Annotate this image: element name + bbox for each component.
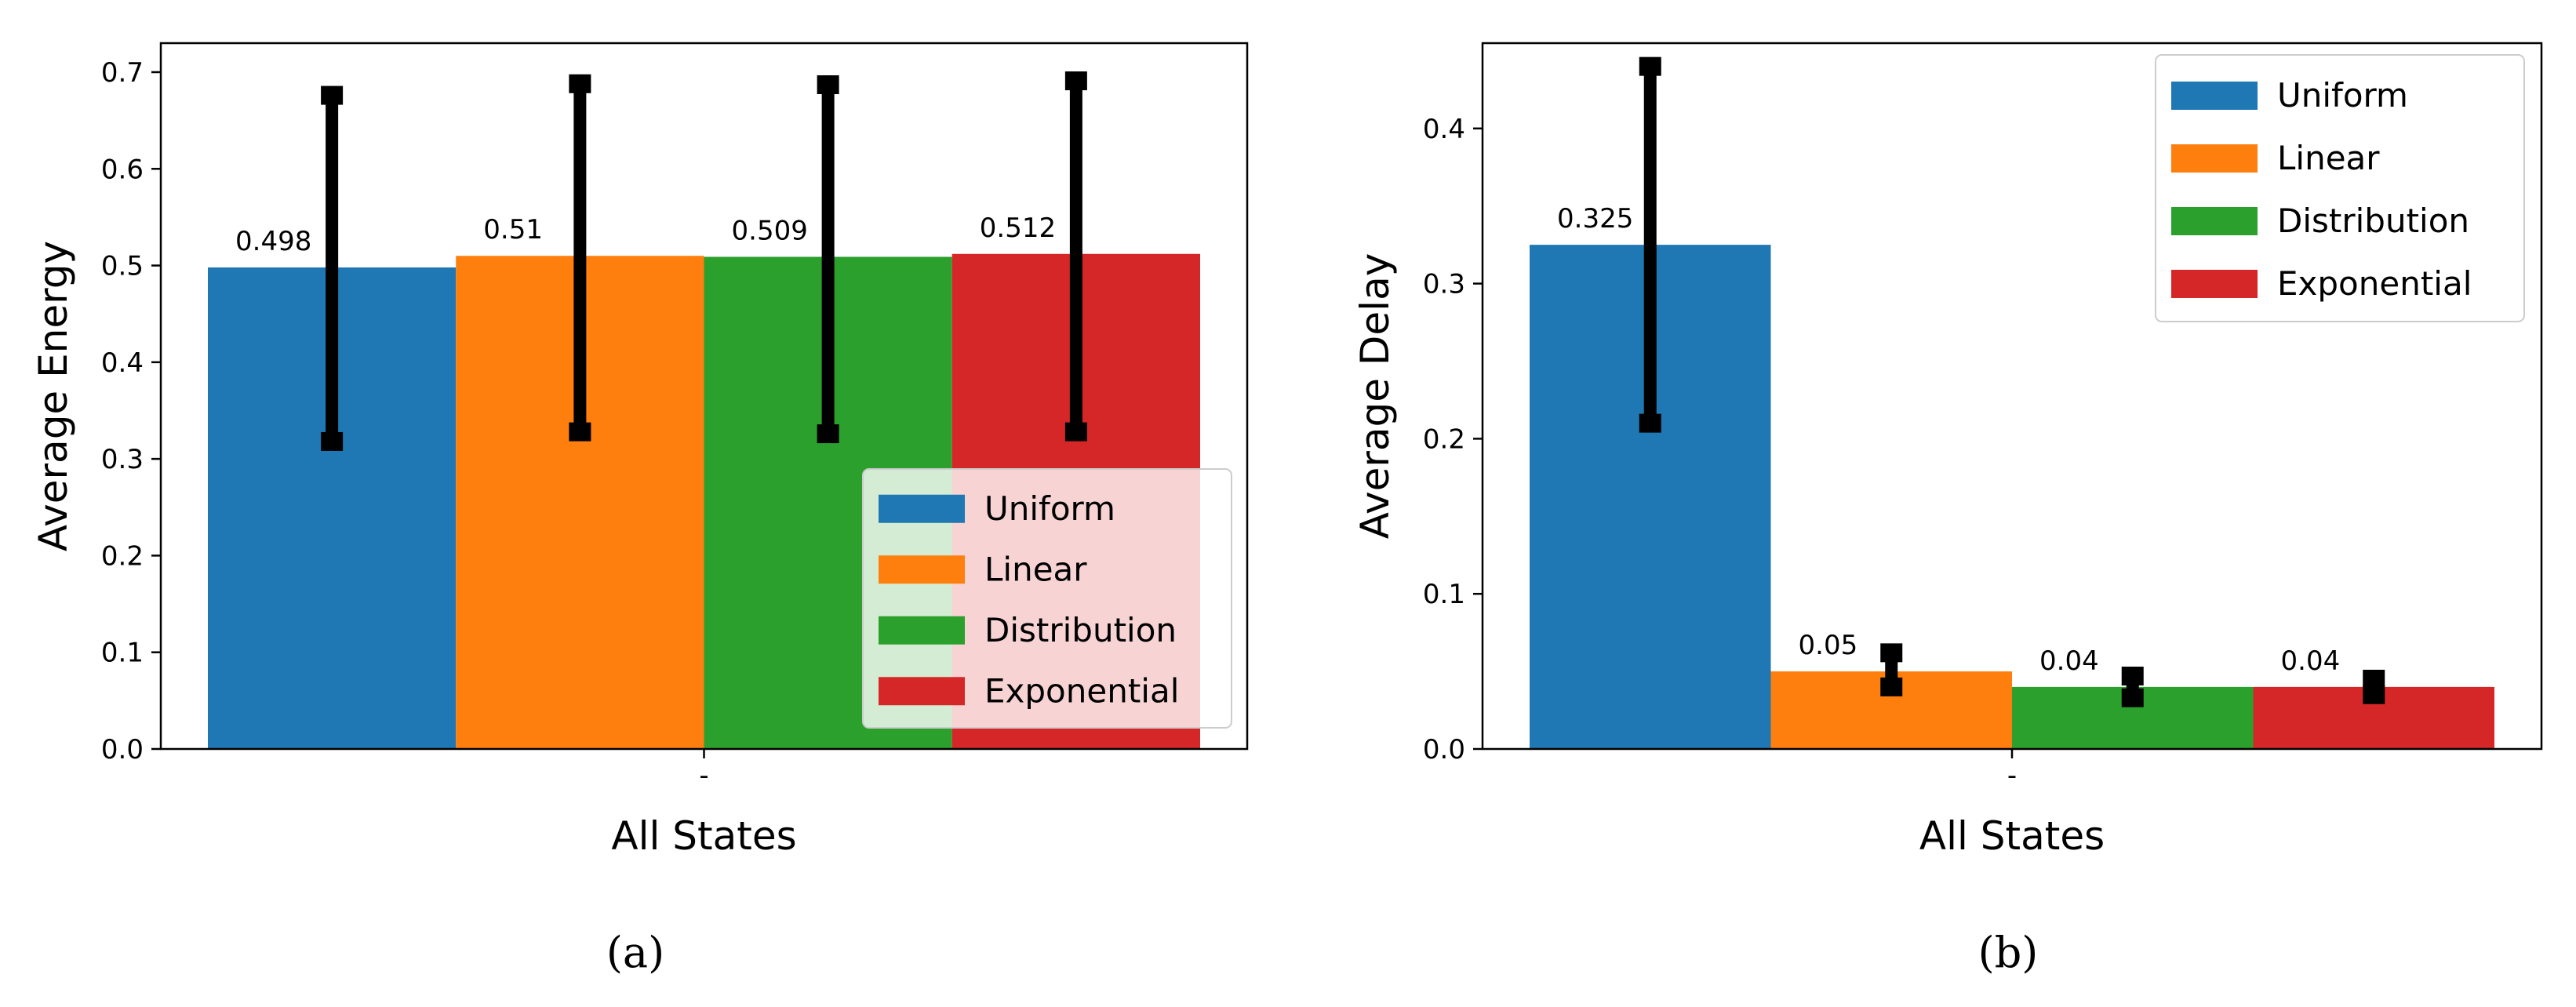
x-tick-label: -	[699, 760, 708, 791]
error-cap-top-uniform	[321, 85, 344, 105]
error-cap-bottom-linear	[569, 422, 591, 442]
y-tick-label: 0.6	[101, 154, 144, 185]
error-cap-top-linear	[569, 74, 591, 93]
error-cap-top-linear	[1880, 643, 1903, 663]
legend-box	[2155, 54, 2525, 322]
legend-label-uniform: Uniform	[2277, 76, 2408, 115]
data-label-uniform: 0.325	[1557, 203, 1633, 234]
error-cap-top-exponential	[1064, 71, 1087, 91]
error-cap-top-distribution	[2121, 667, 2144, 686]
legend-swatch-uniform	[2171, 82, 2258, 110]
legend-box	[862, 468, 1232, 729]
error-cap-bottom-exponential	[1064, 422, 1087, 442]
data-label-distribution: 0.04	[2039, 645, 2099, 677]
legend-swatch-linear	[879, 555, 965, 584]
y-tick-label: 0.1	[101, 638, 144, 669]
data-label-exponential: 0.04	[2281, 645, 2341, 677]
y-tick-label: 0.7	[101, 57, 144, 89]
error-cap-bottom-distribution	[2121, 688, 2144, 707]
error-cap-bottom-exponential	[2363, 685, 2385, 704]
data-label-linear: 0.51	[483, 214, 543, 245]
legend-label-linear: Linear	[984, 550, 1087, 588]
error-cap-bottom-linear	[1880, 677, 1903, 696]
panel-caption: (b)	[1978, 928, 2039, 977]
legend-label-uniform: Uniform	[984, 489, 1115, 528]
y-axis-label: Average Energy	[31, 241, 76, 551]
legend-swatch-exponential	[879, 677, 965, 706]
panel-caption: (a)	[606, 928, 664, 977]
legend-swatch-uniform	[879, 494, 965, 523]
data-label-distribution: 0.509	[732, 215, 808, 246]
x-tick-label: -	[2007, 760, 2017, 791]
legend-swatch-exponential	[2171, 270, 2258, 298]
y-tick-label: 0.4	[101, 347, 144, 379]
panel-b: 0.325 0.05 0.04 0.04 0.0 0.1 0.2 0.3 0.4 - All Sta…	[1352, 42, 2543, 977]
legend-label-exponential: Exponential	[2277, 264, 2472, 303]
y-tick-label: 0.0	[101, 734, 144, 765]
y-tick-label: 0.2	[101, 540, 144, 572]
legend-swatch-distribution	[2171, 207, 2258, 235]
y-tick-label: 0.3	[101, 444, 144, 475]
legend-label-exponential: Exponential	[984, 671, 1179, 710]
error-cap-top-uniform	[1639, 56, 1661, 76]
y-tick-label: 0.3	[1423, 269, 1465, 300]
legend-label-linear: Linear	[2277, 139, 2380, 177]
y-tick-label: 0.0	[1423, 734, 1465, 765]
error-cap-bottom-uniform	[321, 431, 344, 451]
legend-label-distribution: Distribution	[2277, 202, 2469, 240]
legend-swatch-distribution	[879, 616, 965, 645]
error-cap-bottom-distribution	[817, 424, 839, 444]
y-tick-label: 0.2	[1423, 424, 1465, 455]
legend-label-distribution: Distribution	[984, 611, 1177, 649]
panel-a: 0.498 0.51 0.509 0.512 0.0 0.1 0.2 0.3 0.4 0.5 0.6…	[31, 42, 1249, 977]
x-axis-label: All States	[1919, 813, 2105, 859]
y-tick-label: 0.1	[1423, 579, 1465, 610]
y-tick-label: 0.5	[101, 251, 144, 282]
data-label-linear: 0.05	[1799, 630, 1858, 661]
y-tick-label: 0.4	[1423, 114, 1465, 145]
data-label-uniform: 0.498	[235, 226, 311, 257]
y-axis-label: Average Delay	[1352, 253, 1398, 540]
x-axis-label: All States	[611, 813, 796, 859]
legend-swatch-linear	[2171, 144, 2258, 173]
error-cap-bottom-uniform	[1639, 413, 1661, 433]
error-cap-top-distribution	[817, 75, 839, 95]
data-label-exponential: 0.512	[980, 213, 1056, 244]
